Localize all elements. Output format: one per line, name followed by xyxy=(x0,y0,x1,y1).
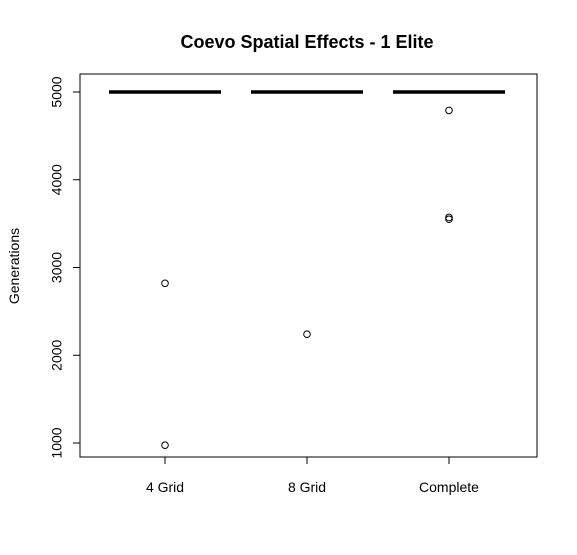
y-axis-label: Generations xyxy=(6,228,22,304)
y-tick-label: 3000 xyxy=(49,252,65,283)
y-tick-label: 1000 xyxy=(49,427,65,458)
x-axis: 4 Grid 8 Grid Complete xyxy=(146,456,479,495)
outliers xyxy=(161,106,453,449)
outlier-point xyxy=(161,279,169,288)
x-tick-label: 4 Grid xyxy=(146,479,184,495)
outlier-point xyxy=(445,215,453,224)
chart-title: Coevo Spatial Effects - 1 Elite xyxy=(180,32,433,52)
y-axis: 1000 2000 3000 4000 5000 xyxy=(49,76,81,459)
y-tick-label: 5000 xyxy=(49,76,65,107)
outlier-point xyxy=(161,441,169,449)
outlier-point xyxy=(445,106,453,115)
x-tick-label: Complete xyxy=(419,479,479,495)
y-tick-label: 4000 xyxy=(49,164,65,195)
outlier-point xyxy=(303,330,311,338)
x-tick-label: 8 Grid xyxy=(288,479,326,495)
y-tick-label: 2000 xyxy=(49,339,65,370)
plot-frame xyxy=(79,73,538,458)
